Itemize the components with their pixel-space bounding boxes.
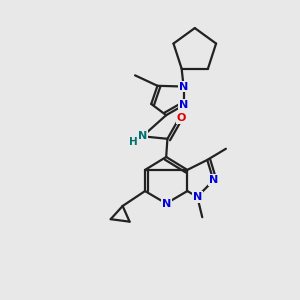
Text: N: N xyxy=(209,176,218,185)
Text: H: H xyxy=(130,137,138,147)
Text: N: N xyxy=(193,192,202,202)
Text: N: N xyxy=(179,100,188,110)
Text: O: O xyxy=(176,113,186,123)
Text: N: N xyxy=(161,199,171,208)
Text: N: N xyxy=(138,131,147,141)
Text: N: N xyxy=(179,82,188,92)
